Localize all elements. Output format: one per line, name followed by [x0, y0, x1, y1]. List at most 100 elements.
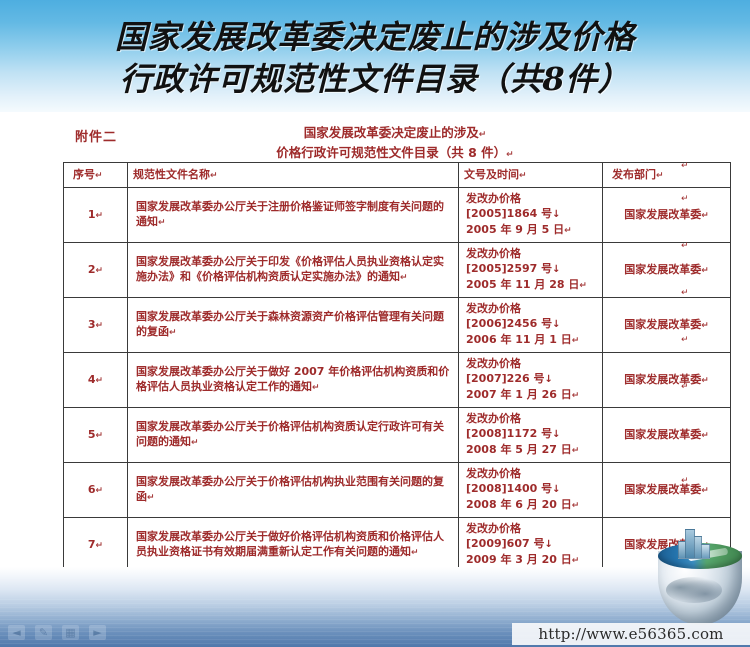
cell-document-number: 发改办价格 [2005]1864 号↓ 2005 年 9 月 5 日↵ [458, 187, 603, 243]
pilcrow-mark: ↵ [158, 218, 166, 228]
pilcrow-mark: ↵ [571, 556, 580, 566]
pilcrow-mark: ↵ [506, 150, 514, 160]
line-break-arrow-icon: ↓ [544, 374, 553, 385]
pilcrow-mark: ↵ [95, 210, 104, 221]
document-page: 附件二 国家发展改革委决定废止的涉及↵ 价格行政许可规范性文件目录（共 8 件）… [0, 112, 750, 628]
pilcrow-mark: ↵ [571, 336, 580, 346]
pilcrow-mark: ↵ [681, 382, 689, 392]
pilcrow-mark: ↵ [95, 375, 104, 386]
table-row: 6↵ 国家发展改革委办公厅关于价格评估机构执业范围有关问题的复函↵ 发改办价格 … [63, 462, 731, 518]
docno-date: 2007 年 1 月 26 日↵ [466, 388, 580, 401]
document-heading: 国家发展改革委决定废止的涉及↵ 价格行政许可规范性文件目录（共 8 件）↵ [240, 124, 550, 164]
cell-document-number: 发改办价格 [2009]607 号↓ 2009 年 3 月 20 日↵ [458, 517, 603, 573]
table-row: 7↵ 国家发展改革委办公厅关于做好价格评估机构资质和价格评估人员执业资格证书有效… [63, 517, 731, 573]
line-break-arrow-icon: ↓ [552, 209, 561, 220]
pilcrow-mark: ↵ [519, 170, 527, 181]
pilcrow-mark: ↵ [191, 438, 199, 448]
cell-index: 3↵ [63, 297, 128, 353]
docno-number: [2005]1864 号↓ [466, 207, 561, 220]
arrow-left-icon: ◄ [12, 625, 21, 639]
page-title: 国家发展改革委决定废止的涉及价格 行政许可规范性文件目录（共8件） [0, 16, 750, 100]
docno-number: [2009]607 号↓ [466, 537, 553, 550]
city-skyline-icon [676, 529, 710, 559]
document-heading-line-2: 价格行政许可规范性文件目录（共 8 件）↵ [276, 145, 514, 160]
cell-document-number: 发改办价格 [2005]2597 号↓ 2005 年 11 月 28 日↵ [458, 242, 603, 298]
pilcrow-mark: ↵ [95, 485, 104, 496]
pilcrow-mark: ↵ [564, 226, 572, 236]
pilcrow-mark: ↵ [681, 476, 689, 486]
pilcrow-mark: ↵ [95, 430, 104, 441]
pilcrow-mark: ↵ [411, 548, 419, 558]
table-row: 1↵ 国家发展改革委办公厅关于注册价格鉴证师签字制度有关问题的通知↵ 发改办价格… [63, 187, 731, 243]
docno-prefix: 发改办价格 [466, 302, 521, 315]
table-header: 序号↵ 规范性文件名称↵ 文号及时间↵ 发布部门↵ [63, 162, 731, 188]
pilcrow-mark: ↵ [681, 429, 689, 439]
pilcrow-mark: ↵ [95, 265, 104, 276]
attachment-label: 附件二 [75, 130, 118, 145]
line-break-arrow-icon: ↓ [552, 319, 561, 330]
pen-button[interactable]: ✎ [35, 624, 52, 640]
page-title-line-2: 行政许可规范性文件目录（共8件） [119, 60, 631, 98]
cell-document-name: 国家发展改革委办公厅关于价格评估机构执业范围有关问题的复函↵ [127, 462, 459, 518]
pilcrow-mark: ↵ [571, 501, 580, 511]
slideshow-nav-controls[interactable]: ◄ ✎ ▦ ► [8, 623, 112, 641]
pilcrow-mark: ↵ [147, 493, 155, 503]
next-slide-button[interactable]: ► [89, 624, 106, 640]
docno-prefix: 发改办价格 [466, 247, 521, 260]
cell-document-number: 发改办价格 [2008]1172 号↓ 2008 年 5 月 27 日↵ [458, 407, 603, 463]
page-title-line-1: 国家发展改革委决定废止的涉及价格 [114, 18, 635, 56]
column-header-name: 规范性文件名称↵ [127, 162, 459, 188]
docno-date: 2005 年 9 月 5 日↵ [466, 223, 572, 236]
menu-icon: ▦ [65, 625, 76, 639]
cell-document-name: 国家发展改革委办公厅关于做好价格评估机构资质和价格评估人员执业资格证书有效期届满… [127, 517, 459, 573]
cell-document-name: 国家发展改革委办公厅关于印发《价格评估人员执业资格认定实施办法》和《价格评估机构… [127, 242, 459, 298]
cell-document-number: 发改办价格 [2006]2456 号↓ 2006 年 11 月 1 日↵ [458, 297, 603, 353]
table-row: 4↵ 国家发展改革委办公厅关于做好 2007 年价格评估机构资质和价格评估人员执… [63, 352, 731, 408]
cell-document-name: 国家发展改革委办公厅关于做好 2007 年价格评估机构资质和价格评估人员执业资格… [127, 352, 459, 408]
cell-document-name: 国家发展改革委办公厅关于森林资源资产价格评估管理有关问题的复函↵ [127, 297, 459, 353]
cell-index: 5↵ [63, 407, 128, 463]
pilcrow-mark: ↵ [701, 265, 709, 276]
line-break-arrow-icon: ↓ [552, 429, 561, 440]
table-body: 1↵ 国家发展改革委办公厅关于注册价格鉴证师签字制度有关问题的通知↵ 发改办价格… [63, 187, 731, 628]
docno-number: [2007]226 号↓ [466, 372, 553, 385]
cell-index: 4↵ [63, 352, 128, 408]
pilcrow-mark: ↵ [656, 170, 664, 181]
cell-index: 1↵ [63, 187, 128, 243]
pen-icon: ✎ [38, 625, 49, 639]
pilcrow-mark: ↵ [701, 210, 709, 221]
cell-department: 国家发展改革委↵ [602, 297, 731, 353]
pilcrow-mark: ↵ [701, 485, 709, 496]
pilcrow-mark: ↵ [312, 383, 320, 393]
docno-prefix: 发改办价格 [466, 412, 521, 425]
menu-button[interactable]: ▦ [62, 624, 79, 640]
pilcrow-mark: ↵ [169, 328, 177, 338]
sky-gradient-background [0, 0, 750, 124]
pilcrow-mark: ↵ [681, 335, 689, 345]
pilcrow-mark: ↵ [681, 161, 689, 171]
docno-number: [2006]2456 号↓ [466, 317, 561, 330]
pilcrow-mark: ↵ [681, 194, 689, 204]
building-shape [701, 544, 710, 559]
previous-slide-button[interactable]: ◄ [8, 624, 25, 640]
column-header-dept: 发布部门↵ [602, 162, 731, 188]
docno-number: [2008]1172 号↓ [466, 427, 561, 440]
pilcrow-mark: ↵ [701, 375, 709, 386]
cell-document-name: 国家发展改革委办公厅关于注册价格鉴证师签字制度有关问题的通知↵ [127, 187, 459, 243]
cell-document-number: 发改办价格 [2007]226 号↓ 2007 年 1 月 26 日↵ [458, 352, 603, 408]
pilcrow-mark: ↵ [95, 320, 104, 331]
table-header-row: 序号↵ 规范性文件名称↵ 文号及时间↵ 发布部门↵ [63, 162, 731, 188]
line-break-arrow-icon: ↓ [552, 264, 561, 275]
docno-prefix: 发改办价格 [466, 357, 521, 370]
column-header-docno: 文号及时间↵ [458, 162, 603, 188]
pilcrow-mark: ↵ [571, 446, 580, 456]
docno-date: 2006 年 11 月 1 日↵ [466, 333, 580, 346]
pilcrow-mark: ↵ [478, 130, 487, 140]
cell-department: 国家发展改革委↵ [602, 352, 731, 408]
table-row: 3↵ 国家发展改革委办公厅关于森林资源资产价格评估管理有关问题的复函↵ 发改办价… [63, 297, 731, 353]
pilcrow-mark: ↵ [400, 273, 408, 283]
cell-document-name: 国家发展改革委办公厅关于价格评估机构资质认定行政许可有关问题的通知↵ [127, 407, 459, 463]
docno-date: 2008 年 5 月 27 日↵ [466, 443, 580, 456]
docno-number: [2008]1400 号↓ [466, 482, 561, 495]
